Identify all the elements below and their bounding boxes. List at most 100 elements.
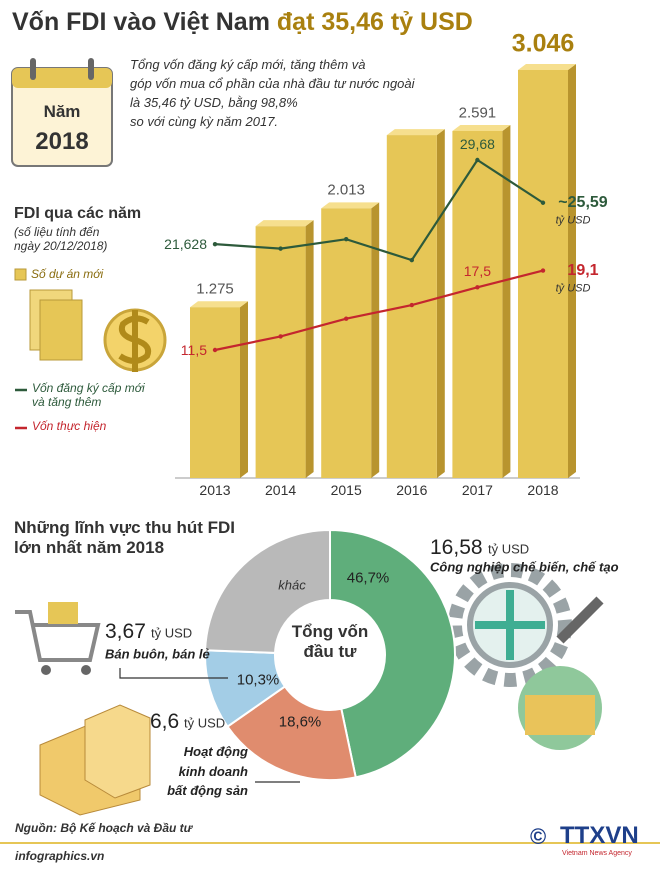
x-tick-label: 2014 — [265, 481, 297, 498]
pie-category-label: Bán buôn, bán lẻ — [105, 646, 210, 662]
bar — [321, 208, 372, 478]
x-tick-label: 2016 — [396, 481, 428, 498]
cart-icon — [81, 665, 91, 675]
line-point — [212, 241, 218, 247]
bar-top — [255, 220, 314, 227]
calendar-band — [12, 68, 112, 88]
gear-icon — [475, 590, 545, 660]
x-tick-label: 2013 — [199, 481, 231, 498]
factory-icon — [525, 695, 595, 735]
wrench-icon — [556, 596, 604, 644]
x-tick-label: 2017 — [461, 481, 493, 498]
chart-subtitle: ngày 20/12/2018) — [14, 239, 108, 253]
title: Vốn FDI vào Việt Nam đạt 35,46 tỷ USD — [12, 8, 473, 37]
bar-top — [386, 129, 445, 136]
bar-value-label: 2.591 — [458, 104, 497, 122]
chart-subtitle: (số liệu tính đến — [14, 225, 100, 239]
summary-line: so với cùng kỳ năm 2017. — [130, 114, 279, 129]
bar — [452, 130, 503, 478]
title-highlight: đạt 35,46 tỷ USD — [276, 8, 473, 36]
legend-label: Vốn đăng ký cấp mới và tăng thêm — [32, 381, 145, 409]
pie-hole — [275, 600, 385, 710]
summary-line: Tổng vốn đăng ký cấp mới, tăng thêm và — [130, 57, 366, 72]
chart-title: FDI qua các năm — [14, 205, 142, 222]
bar-side — [436, 129, 445, 478]
line-point — [409, 257, 414, 263]
cart-icon — [41, 665, 51, 675]
source: Nguồn: Bộ Kế hoạch và Đầu tư — [15, 821, 193, 835]
line-point — [344, 237, 349, 242]
line-unit-label: tỷ USD — [555, 282, 591, 295]
legend-swatch — [14, 268, 27, 281]
agency: TTXVN — [560, 822, 639, 849]
bar — [255, 226, 306, 478]
calendar-label: Năm — [43, 102, 81, 121]
summary-line: góp vốn mua cổ phần của nhà đầu tư nước … — [130, 76, 415, 91]
pie-value-label: 10,3% — [236, 671, 280, 689]
line — [214, 158, 544, 262]
line-point — [278, 334, 283, 339]
line-point — [278, 246, 283, 251]
building-icon — [84, 704, 151, 799]
folder-icon — [39, 299, 83, 361]
gear-icon — [448, 563, 572, 687]
copyright: © — [530, 824, 547, 849]
pie-title: Những lĩnh vực thu hút FDI lớn nhất năm … — [14, 518, 236, 557]
line-point — [540, 268, 546, 273]
pie-category-label: khác — [278, 577, 306, 593]
line-value-label: 29,68 — [459, 135, 495, 152]
title-main: Vốn FDI vào Việt Nam — [12, 8, 270, 36]
line-point — [475, 157, 480, 163]
agency-en: Vietnam News Agency — [562, 850, 632, 857]
calendar-ring — [88, 58, 94, 80]
line-point — [212, 347, 218, 353]
line-unit-label: tỷ USD — [555, 214, 591, 227]
line-point — [409, 302, 414, 308]
line-value-label: 21,628 — [164, 236, 207, 253]
calendar-ring — [30, 58, 36, 80]
dollar-icon — [118, 310, 152, 372]
cart-icon — [15, 610, 101, 662]
site: infographics.vn — [15, 849, 105, 863]
pie-category-label: Công nghiệp chế biến, chế tạo — [430, 559, 619, 575]
line-point — [475, 285, 480, 290]
bar-top — [452, 124, 511, 131]
pie-value-label: 46,7% — [346, 569, 390, 587]
bar-value-label: 2.013 — [327, 181, 365, 199]
bar-top — [518, 64, 576, 70]
bar-value-label: 3.046 — [511, 29, 575, 58]
summary-line: là 35,46 tỷ USD, bằng 98,8% — [130, 95, 298, 110]
line-value-label: ~25,59 — [558, 193, 608, 211]
line — [214, 269, 544, 352]
line-point — [344, 316, 349, 321]
line-point — [540, 200, 546, 205]
amount-label: 3,67 — [105, 619, 146, 643]
calendar-year: 2018 — [35, 128, 89, 155]
line-value-label: 19,1 — [567, 261, 599, 279]
cart-icon — [48, 602, 78, 624]
legend-label: Vốn thực hiện — [32, 419, 107, 433]
line-value-label: 17,5 — [463, 263, 492, 280]
bar-side — [305, 220, 314, 479]
bar — [190, 307, 240, 478]
amount-unit: tỷ USD — [184, 715, 226, 731]
pie-center-label: Tổng vốn đầu tư — [291, 622, 369, 661]
bar-side — [568, 64, 576, 478]
pie-value-label: 18,6% — [278, 713, 322, 731]
amount-unit: tỷ USD — [488, 541, 530, 557]
bar-top — [321, 202, 380, 209]
bar-side — [240, 301, 248, 478]
pie-category-label: Hoạt động kinh doanh bất động sản — [167, 744, 248, 798]
x-tick-label: 2015 — [330, 481, 362, 498]
amount-label: 6,6 — [150, 709, 180, 733]
amount-unit: tỷ USD — [151, 625, 193, 641]
bar-value-label: 1.275 — [196, 280, 234, 298]
x-tick-label: 2018 — [527, 481, 559, 498]
bar-side — [502, 124, 511, 479]
leader-line — [119, 668, 228, 679]
legend-label: Số dự án mới — [31, 267, 104, 282]
bar-side — [371, 202, 380, 478]
line-value-label: 11,5 — [180, 341, 207, 358]
